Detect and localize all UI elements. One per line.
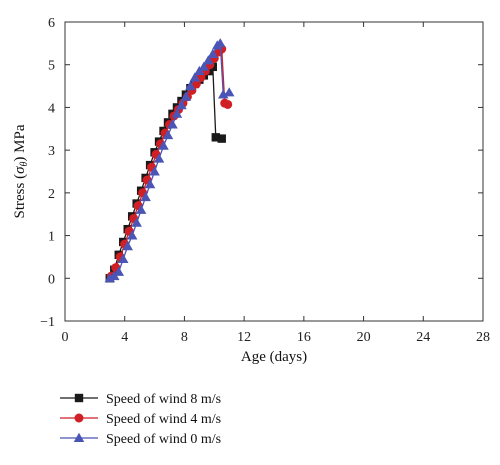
- data-point: [198, 61, 210, 71]
- data-point: [203, 55, 214, 65]
- data-point: [117, 253, 129, 264]
- y-tick-label: −1: [40, 315, 55, 330]
- data-point: [167, 119, 178, 129]
- legend-label: Speed of wind 8 m/s: [106, 392, 221, 407]
- legend-item: Speed of wind 8 m/s: [60, 392, 221, 407]
- y-tick-label: 1: [48, 230, 55, 245]
- data-point: [144, 179, 156, 189]
- series-3: [104, 38, 235, 283]
- data-point: [180, 91, 192, 101]
- legend-marker: [73, 432, 85, 442]
- data-point: [223, 87, 235, 97]
- x-tick-label: 16: [297, 330, 311, 345]
- y-tick-label: 4: [48, 101, 55, 116]
- data-point: [176, 100, 187, 110]
- data-point: [113, 266, 124, 276]
- x-tick-label: 4: [121, 330, 128, 345]
- y-tick-label: 5: [48, 59, 55, 74]
- data-point: [126, 230, 138, 240]
- plot-axes: [64, 21, 484, 322]
- y-axis-label-symbol: σ: [12, 166, 28, 174]
- x-tick-label: 8: [181, 330, 188, 345]
- x-axis-label: Age (days): [241, 349, 307, 365]
- data-point: [217, 134, 226, 143]
- legend-item: Speed of wind 0 m/s: [60, 432, 221, 447]
- data-point: [140, 191, 151, 202]
- data-point: [149, 166, 160, 176]
- y-tick-label: 2: [48, 187, 55, 202]
- x-tick-label: 28: [476, 330, 490, 345]
- y-tick-label: 6: [48, 16, 55, 31]
- y-axis-label-subscript: θ: [19, 162, 30, 167]
- data-point: [223, 99, 233, 109]
- x-tick-label: 24: [416, 330, 430, 345]
- data-point: [185, 80, 196, 91]
- data-point: [211, 133, 220, 142]
- legend-item: Speed of wind 4 m/s: [60, 412, 221, 427]
- data-point: [162, 129, 174, 140]
- y-axis-label-suffix: ) MPa: [12, 124, 28, 161]
- data-point: [189, 72, 201, 82]
- y-tick-label: 3: [48, 144, 55, 159]
- data-point: [122, 241, 133, 251]
- x-tick-label: 0: [62, 330, 69, 345]
- data-point: [215, 38, 226, 48]
- y-axis-label-prefix: Stress (: [12, 174, 28, 219]
- data-point: [158, 140, 169, 150]
- x-tick-label: 12: [237, 330, 251, 345]
- y-tick-label: 0: [48, 272, 55, 287]
- data-point: [171, 108, 183, 118]
- series-layer: [104, 38, 235, 283]
- plot-frame: [64, 21, 484, 322]
- data-point: [191, 79, 201, 89]
- series-line: [110, 47, 228, 277]
- legend-label: Speed of wind 4 m/s: [106, 412, 221, 427]
- data-point: [153, 153, 165, 163]
- legend-label: Speed of wind 0 m/s: [106, 432, 221, 447]
- legend-marker: [74, 413, 84, 423]
- legend-marker: [74, 393, 84, 403]
- y-axis-label: Stress (σθ) MPa: [12, 124, 30, 218]
- data-point: [207, 48, 219, 58]
- chart-legend: Speed of wind 8 m/s Speed of wind 4 m/s Sp…: [60, 392, 221, 447]
- data-point: [131, 217, 142, 227]
- x-tick-label: 20: [357, 330, 371, 345]
- axis-labels: Age (days) Stress (σθ) MPa: [12, 124, 307, 365]
- data-point: [135, 204, 147, 214]
